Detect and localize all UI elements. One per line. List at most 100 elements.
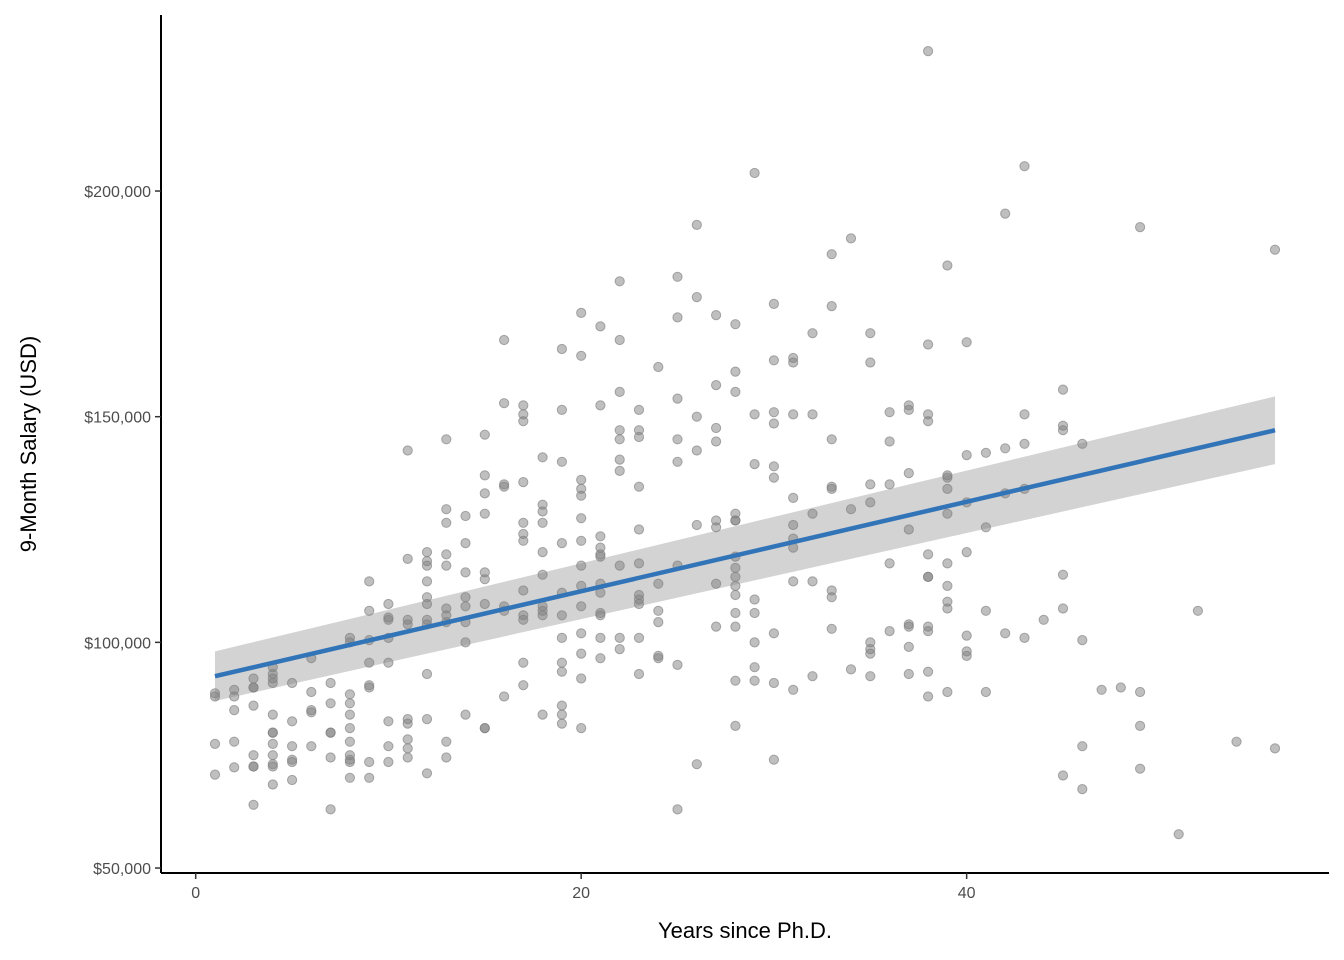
- data-point: [364, 605, 375, 616]
- data-point: [576, 474, 587, 485]
- data-point: [421, 598, 433, 610]
- data-point: [1019, 632, 1030, 644]
- data-point: [865, 328, 876, 339]
- data-point: [730, 675, 741, 686]
- data-point: [518, 400, 529, 411]
- data-point: [325, 752, 336, 763]
- confidence-band-layer: [214, 396, 1276, 702]
- data-point: [884, 479, 895, 490]
- data-point: [383, 598, 394, 610]
- data-point: [711, 436, 722, 447]
- data-point: [364, 756, 375, 768]
- data-point: [556, 456, 568, 467]
- data-point: [595, 551, 606, 562]
- data-point: [576, 648, 587, 659]
- data-point: [980, 447, 992, 458]
- data-point: [730, 515, 741, 526]
- data-point: [537, 569, 548, 580]
- data-point: [556, 657, 568, 668]
- data-point: [306, 741, 317, 752]
- data-point: [923, 626, 934, 637]
- data-point: [518, 416, 529, 427]
- data-point: [1057, 770, 1069, 781]
- data-point: [614, 644, 625, 655]
- data-point: [826, 434, 837, 445]
- data-point: [518, 585, 529, 596]
- data-point: [1269, 743, 1281, 754]
- data-point: [556, 709, 568, 720]
- data-point: [633, 404, 645, 415]
- data-point: [807, 576, 818, 587]
- data-point: [711, 422, 722, 434]
- data-point: [903, 404, 914, 415]
- data-point: [923, 666, 934, 677]
- data-point: [903, 468, 914, 479]
- data-point: [229, 691, 240, 702]
- data-point: [633, 668, 645, 680]
- data-point: [1077, 784, 1088, 795]
- data-point: [479, 508, 490, 519]
- data-point: [364, 772, 375, 783]
- data-point: [730, 720, 741, 732]
- y-tick-label: $150,000: [84, 410, 151, 427]
- data-point: [923, 46, 934, 57]
- data-point: [576, 673, 587, 684]
- data-point: [537, 610, 548, 621]
- data-point: [267, 738, 278, 750]
- data-point: [460, 637, 471, 648]
- data-point: [903, 641, 914, 653]
- data-point: [826, 483, 837, 494]
- data-point: [633, 431, 645, 443]
- data-point: [576, 601, 587, 612]
- data-point: [1115, 682, 1126, 693]
- data-point: [730, 571, 741, 583]
- data-point: [865, 479, 876, 490]
- data-point: [267, 677, 278, 689]
- data-point: [633, 558, 645, 569]
- data-point: [903, 621, 914, 632]
- data-point: [421, 668, 433, 680]
- data-point: [749, 594, 760, 605]
- data-point: [749, 167, 760, 179]
- data-point: [325, 804, 336, 815]
- data-point: [1000, 443, 1011, 454]
- data-point: [595, 653, 606, 664]
- data-point: [479, 574, 490, 585]
- data-point: [402, 619, 413, 630]
- data-point: [865, 671, 876, 682]
- x-axis-title: Years since Ph.D.: [658, 918, 832, 943]
- data-point: [1019, 161, 1030, 172]
- data-point: [267, 761, 278, 772]
- data-point: [576, 350, 587, 361]
- data-point: [1057, 603, 1069, 614]
- data-point: [691, 519, 702, 531]
- data-point: [961, 547, 972, 558]
- data-point: [614, 632, 625, 644]
- data-point: [730, 607, 741, 619]
- data-point: [209, 738, 221, 750]
- data-point: [518, 517, 529, 528]
- data-point: [537, 517, 548, 528]
- data-point: [614, 560, 625, 571]
- data-point: [788, 357, 799, 368]
- data-point: [556, 666, 568, 677]
- data-point: [942, 472, 953, 483]
- data-point: [402, 553, 413, 565]
- data-point: [402, 445, 413, 456]
- data-point: [1019, 438, 1030, 449]
- data-point: [711, 310, 722, 321]
- data-point: [614, 334, 625, 346]
- data-point: [768, 418, 780, 429]
- data-point: [383, 657, 394, 668]
- data-point: [711, 380, 722, 391]
- data-point: [923, 571, 934, 583]
- data-point: [1192, 605, 1204, 616]
- data-point: [306, 707, 317, 718]
- data-point: [826, 249, 837, 260]
- data-point: [248, 750, 259, 761]
- data-point: [807, 508, 818, 519]
- data-point: [768, 355, 780, 366]
- data-point: [595, 531, 606, 542]
- data-point: [711, 522, 722, 533]
- data-point: [614, 276, 625, 287]
